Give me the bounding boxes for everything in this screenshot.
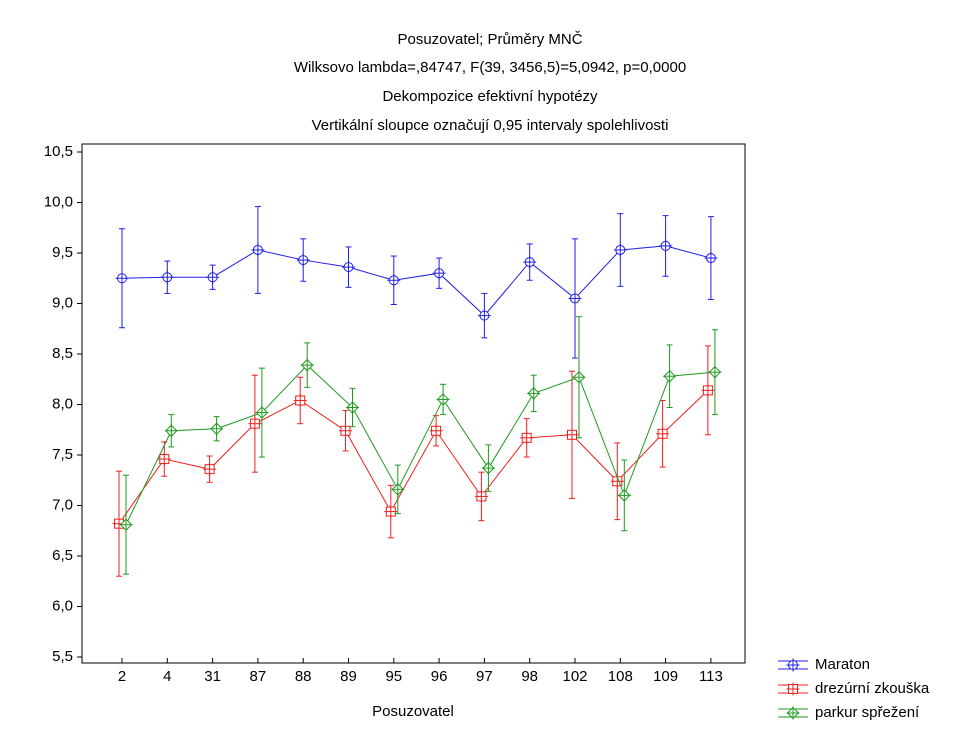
x-tick-label: 88 — [295, 668, 312, 685]
marker — [339, 424, 352, 438]
marker — [296, 253, 310, 267]
marker — [391, 482, 405, 496]
y-tick-label: 9,5 — [52, 244, 73, 261]
y-tick-label: 6,5 — [52, 547, 73, 564]
legend-label: parkur spřežení — [815, 704, 920, 721]
marker — [568, 291, 582, 305]
marker — [203, 462, 217, 476]
legend: Maraton drezúrní zkouška parkur spřežení — [778, 656, 930, 721]
x-tick-label: 108 — [608, 668, 633, 685]
y-tick-label: 9,0 — [52, 294, 73, 311]
marker — [429, 424, 443, 438]
x-tick-label: 87 — [250, 668, 267, 685]
legend-label: drezúrní zkouška — [815, 680, 930, 697]
marker — [206, 270, 220, 284]
marker — [342, 260, 355, 274]
x-tick-label: 4 — [163, 668, 171, 685]
marker — [384, 505, 398, 519]
marker — [786, 682, 800, 696]
x-tick-label: 95 — [385, 668, 402, 685]
marker — [481, 461, 495, 475]
legend-label: Maraton — [815, 656, 870, 673]
marker — [701, 383, 715, 397]
marker — [477, 309, 491, 323]
marker — [656, 427, 670, 441]
marker — [786, 706, 800, 720]
marker — [248, 417, 262, 431]
series-line — [121, 245, 712, 317]
marker — [115, 271, 129, 285]
y-tick-label: 7,0 — [52, 496, 73, 513]
chart-subtitle: Dekompozice efektivní hypotézy — [382, 88, 598, 105]
plot-frame — [81, 143, 746, 664]
chart-subtitle: Wilksovo lambda=,84747, F(39, 3456,5)=5,… — [294, 59, 686, 76]
marker — [527, 386, 541, 400]
x-axis-label: Posuzovatel — [372, 703, 454, 720]
y-tick-label: 7,5 — [52, 446, 73, 463]
marker — [572, 370, 586, 384]
marker — [786, 658, 800, 672]
marker — [119, 518, 133, 532]
marker — [346, 401, 359, 415]
x-tick-label: 96 — [431, 668, 448, 685]
marker — [520, 431, 534, 445]
marker — [160, 270, 174, 284]
y-tick-label: 10,0 — [44, 193, 73, 210]
x-tick-label: 97 — [476, 668, 493, 685]
y-tick-label: 8,0 — [52, 395, 73, 412]
marker — [704, 251, 718, 265]
y-tick-label: 6,0 — [52, 597, 73, 614]
marker — [617, 488, 631, 502]
x-tick-label: 102 — [562, 668, 587, 685]
marker — [300, 358, 314, 372]
marker — [565, 428, 579, 442]
marker — [523, 255, 537, 269]
x-tick-label: 31 — [204, 668, 221, 685]
marker — [432, 266, 446, 280]
marker — [164, 424, 178, 438]
y-tick-label: 5,5 — [52, 648, 73, 665]
x-tick-label: 109 — [653, 668, 678, 685]
x-tick-label: 2 — [118, 668, 126, 685]
marker — [436, 392, 450, 406]
y-tick-label: 8,5 — [52, 345, 73, 362]
chart-subtitle: Vertikální sloupce označují 0,95 interva… — [312, 117, 669, 134]
marker — [387, 273, 401, 287]
marker — [613, 243, 627, 257]
marker — [210, 422, 224, 436]
marker — [663, 369, 677, 383]
marker — [659, 239, 673, 253]
x-tick-label: 89 — [340, 668, 357, 685]
marker — [293, 393, 307, 407]
marker — [474, 489, 488, 503]
y-tick-label: 10,5 — [44, 143, 73, 160]
marker — [157, 452, 171, 466]
x-tick-label: 98 — [521, 668, 538, 685]
marker — [255, 406, 269, 420]
x-tick-label: 113 — [699, 668, 723, 685]
series-line — [125, 364, 715, 525]
chart-title: Posuzovatel; Průměry MNČ — [397, 31, 582, 48]
marker — [251, 243, 265, 257]
series-line — [118, 389, 709, 524]
marker — [708, 365, 722, 379]
